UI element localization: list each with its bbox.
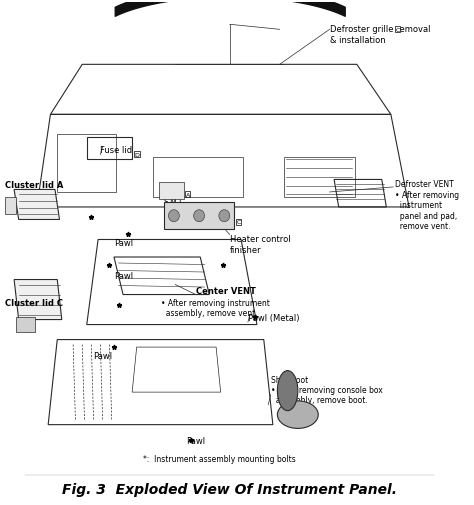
Text: Fig. 3  Exploded View Of Instrument Panel.: Fig. 3 Exploded View Of Instrument Panel… — [62, 482, 397, 496]
Text: Heater control
finisher: Heater control finisher — [230, 235, 291, 255]
Text: Center VENT: Center VENT — [196, 286, 255, 295]
Bar — [284, 158, 355, 197]
Polygon shape — [14, 190, 60, 220]
Circle shape — [168, 210, 179, 222]
Text: C: C — [237, 220, 241, 225]
Text: Cluster lid A: Cluster lid A — [5, 181, 64, 190]
Text: Cluster lid C: Cluster lid C — [5, 298, 63, 308]
Text: Pawl: Pawl — [93, 351, 113, 360]
Ellipse shape — [277, 401, 318, 429]
Text: • After removing instrument
  assembly, remove vent.: • After removing instrument assembly, re… — [161, 298, 270, 318]
Circle shape — [194, 210, 205, 222]
Text: *:  Instrument assembly mounting bolts: *: Instrument assembly mounting bolts — [144, 454, 296, 463]
Text: S.M.J.: S.M.J. — [164, 197, 185, 207]
Circle shape — [219, 210, 230, 222]
Text: C: C — [395, 28, 400, 33]
Text: Defroster VENT
• After removing
  instrument
  panel and pad,
  remove vent.: Defroster VENT • After removing instrume… — [395, 180, 459, 231]
Polygon shape — [5, 197, 17, 215]
Bar — [57, 135, 116, 192]
Text: Fuse lid: Fuse lid — [100, 146, 133, 155]
Bar — [153, 158, 243, 197]
Bar — [87, 138, 132, 160]
Bar — [164, 203, 234, 230]
Text: A: A — [186, 192, 190, 197]
Ellipse shape — [277, 371, 298, 411]
Polygon shape — [14, 280, 62, 320]
Text: D: D — [135, 153, 139, 158]
Polygon shape — [17, 318, 35, 332]
Text: Shift boot
• After removing console box
  assembly, remove boot.: Shift boot • After removing console box … — [271, 375, 383, 405]
Text: Pawl (Metal): Pawl (Metal) — [248, 314, 300, 322]
Bar — [159, 183, 184, 200]
Text: Pawl: Pawl — [187, 436, 206, 445]
Text: Defroster grille removal
& installation: Defroster grille removal & installation — [329, 25, 430, 44]
Text: Pawl: Pawl — [114, 271, 133, 280]
Text: Pawl: Pawl — [114, 238, 133, 247]
